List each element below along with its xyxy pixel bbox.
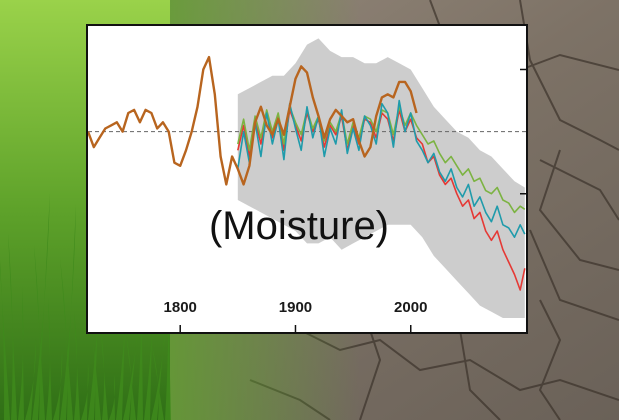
plot-content bbox=[88, 38, 526, 319]
grass-blade bbox=[109, 375, 116, 420]
grass-blade bbox=[60, 257, 73, 420]
series-line-0 bbox=[88, 55, 418, 186]
x-tick-label-1900: 1900 bbox=[279, 299, 312, 316]
crack-2 bbox=[538, 149, 619, 271]
grass-blades bbox=[0, 187, 171, 420]
grass-blade bbox=[165, 199, 171, 420]
moisture-overlay-text: (Moisture) bbox=[209, 204, 389, 248]
grass-blade bbox=[126, 334, 136, 420]
series-line-2 bbox=[237, 106, 526, 214]
moisture-chart: 1800 1900 2000 (Moisture) bbox=[88, 38, 526, 332]
grass-blade bbox=[74, 310, 80, 420]
x-tick-label-1800: 1800 bbox=[164, 299, 197, 316]
uncertainty-band bbox=[237, 38, 525, 319]
grass-blade bbox=[152, 346, 164, 420]
crack-5 bbox=[459, 329, 501, 420]
grass-blade bbox=[100, 322, 108, 420]
series-line-3 bbox=[237, 99, 526, 238]
grass-blade bbox=[8, 233, 17, 420]
grass-blade bbox=[116, 228, 128, 420]
grass-blade bbox=[18, 286, 24, 420]
grass-blade bbox=[53, 351, 63, 420]
grass-blade bbox=[81, 363, 89, 420]
grass-blade bbox=[0, 260, 10, 420]
grass-blade bbox=[34, 245, 45, 420]
grass-blade bbox=[46, 298, 52, 420]
grass-blade bbox=[25, 339, 37, 420]
x-axis: 1800 1900 2000 bbox=[164, 68, 526, 332]
crack-6 bbox=[538, 299, 562, 420]
crack-9 bbox=[529, 229, 619, 321]
grass-blade bbox=[144, 240, 155, 420]
crack-8 bbox=[539, 159, 619, 221]
x-tick-label-2000: 2000 bbox=[394, 299, 427, 316]
